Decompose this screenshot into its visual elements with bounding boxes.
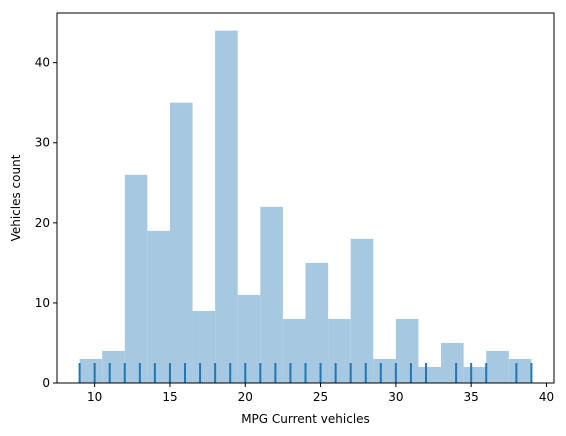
histogram-bar-13 bbox=[350, 238, 374, 383]
histogram-bar-10 bbox=[282, 318, 306, 383]
y-axis-ticks: 0 10 20 30 40 bbox=[35, 56, 57, 390]
histogram-bar-5 bbox=[169, 102, 193, 384]
x-tick-label-30: 30 bbox=[388, 390, 403, 404]
histogram-bar-17 bbox=[441, 342, 464, 383]
histogram-bar-4 bbox=[147, 230, 170, 383]
x-axis-label: MPG Current vehicles bbox=[241, 412, 370, 426]
histogram-bar-11 bbox=[305, 262, 329, 383]
histogram-bar-15 bbox=[395, 318, 419, 383]
histogram-bar-6 bbox=[192, 310, 216, 383]
y-tick-label-40: 40 bbox=[35, 56, 50, 70]
histogram-bar-8 bbox=[237, 294, 261, 383]
histogram-bar-12 bbox=[328, 318, 351, 383]
y-tick-label-10: 10 bbox=[35, 296, 50, 310]
x-tick-label-35: 35 bbox=[464, 390, 479, 404]
histogram-bar-1 bbox=[79, 358, 103, 383]
x-tick-label-20: 20 bbox=[238, 390, 253, 404]
histogram-bar-14 bbox=[373, 358, 396, 383]
histogram-bar-19 bbox=[486, 350, 509, 383]
x-axis-ticks: 10 15 20 25 30 35 40 bbox=[87, 383, 554, 404]
histogram-bar-16 bbox=[418, 366, 442, 383]
histogram-bar-20 bbox=[508, 358, 532, 383]
x-tick-label-25: 25 bbox=[313, 390, 328, 404]
histogram-bar-3 bbox=[124, 174, 148, 383]
histogram-bar-2 bbox=[102, 350, 125, 383]
plot-frame bbox=[56, 12, 555, 384]
x-tick-label-40: 40 bbox=[539, 390, 554, 404]
x-tick-label-15: 15 bbox=[162, 390, 177, 404]
histogram-bar-9 bbox=[260, 206, 283, 383]
histogram-bar-7 bbox=[215, 30, 238, 383]
x-tick-label-10: 10 bbox=[87, 390, 102, 404]
y-axis-label: Vehicles count bbox=[9, 154, 23, 241]
y-tick-label-20: 20 bbox=[35, 216, 50, 230]
y-tick-label-30: 30 bbox=[35, 136, 50, 150]
rug-layer bbox=[78, 363, 533, 383]
histogram-bar-18 bbox=[463, 366, 487, 383]
bars-layer bbox=[79, 30, 532, 384]
y-tick-label-0: 0 bbox=[42, 376, 50, 390]
